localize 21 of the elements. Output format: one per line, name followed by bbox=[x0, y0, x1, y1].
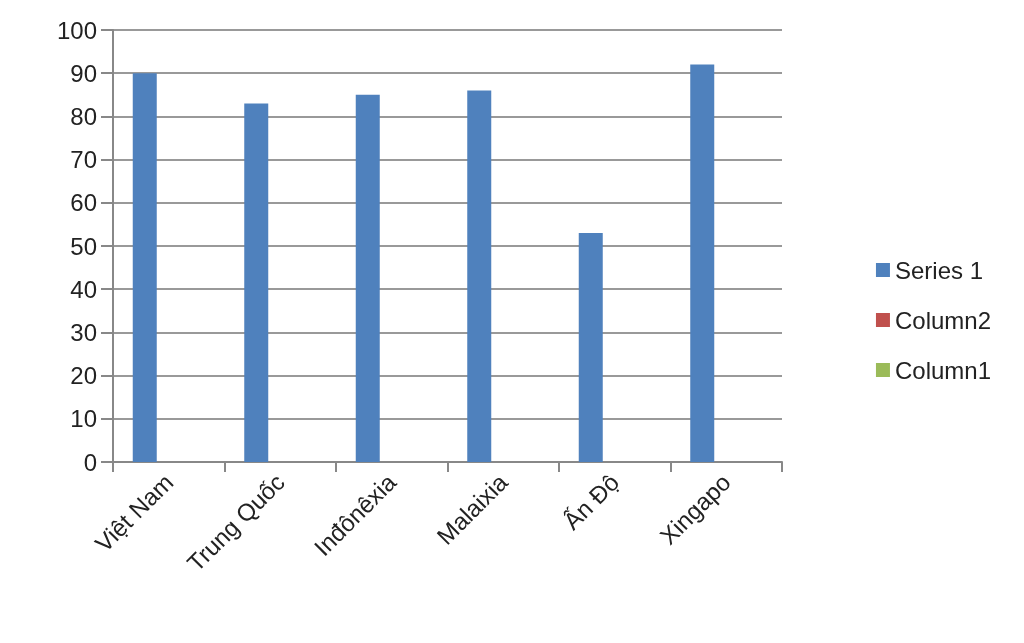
y-tick-label: 10 bbox=[70, 405, 97, 433]
bar bbox=[132, 73, 157, 462]
bar bbox=[355, 94, 380, 462]
y-tick-label: 100 bbox=[56, 16, 97, 44]
legend-label: Series 1 bbox=[894, 256, 983, 284]
y-tick-label: 60 bbox=[70, 189, 97, 217]
bar bbox=[578, 233, 603, 462]
x-tick-label: Ấn Độ bbox=[558, 468, 625, 535]
y-tick-label: 30 bbox=[70, 318, 97, 346]
bar bbox=[244, 103, 269, 462]
y-tick-label: 20 bbox=[70, 362, 97, 390]
legend-label: Column2 bbox=[894, 306, 991, 334]
bar bbox=[467, 90, 492, 462]
legend-label: Column1 bbox=[894, 356, 991, 384]
bar bbox=[690, 64, 715, 462]
y-tick-label: 90 bbox=[70, 59, 97, 87]
y-tick-label: 70 bbox=[70, 146, 97, 174]
y-tick-label: 80 bbox=[70, 102, 97, 130]
y-tick-label: 50 bbox=[70, 232, 97, 260]
y-tick-label: 40 bbox=[70, 275, 97, 303]
y-tick-label: 0 bbox=[83, 448, 97, 476]
